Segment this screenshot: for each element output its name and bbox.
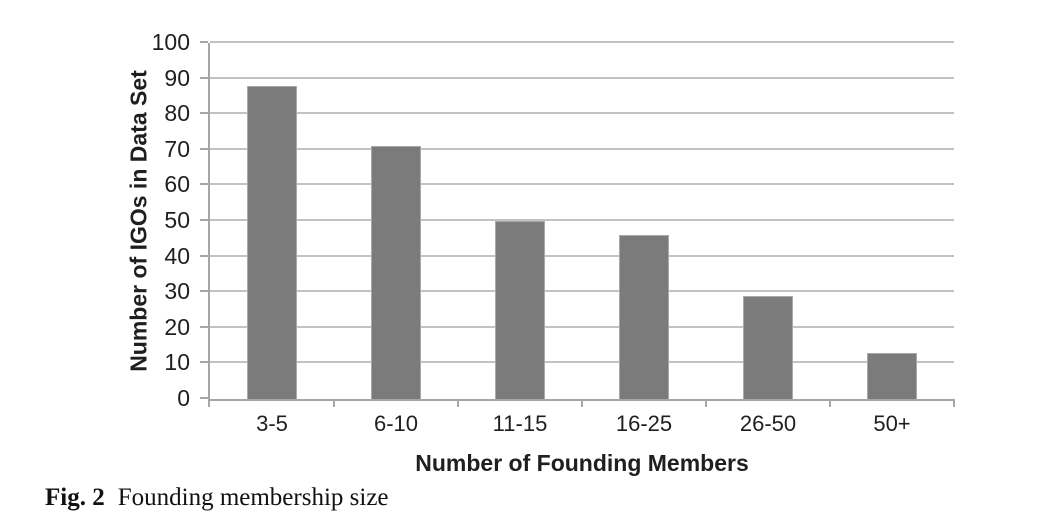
bar-50+: [867, 352, 917, 399]
y-tick-label-30: 30: [164, 278, 190, 305]
x-tick-label-50+: 50+: [873, 411, 911, 436]
bar-16-25: [619, 235, 669, 399]
bar-6-10: [371, 146, 421, 399]
gridline-y-50: [210, 219, 954, 221]
gridline-y-60: [210, 183, 954, 186]
x-tick-label-16-25: 16-25: [615, 411, 673, 436]
y-tick-mark-60: [200, 183, 208, 186]
x-tick-label-6-10: 6-10: [373, 411, 419, 436]
x-tick-label-3-5: 3-5: [256, 411, 288, 436]
gridline-y-10: [210, 361, 954, 364]
x-tick-mark-6: [953, 399, 955, 407]
gridline-y-40: [210, 254, 954, 257]
y-tick-label-10: 10: [164, 349, 190, 376]
y-tick-mark-100: [200, 41, 208, 43]
gridline-y-30: [210, 290, 954, 293]
y-tick-mark-50: [200, 219, 208, 221]
gridline-y-80: [210, 112, 954, 115]
bar-26-50: [743, 295, 793, 399]
y-tick-label-90: 90: [164, 64, 190, 91]
x-tick-mark-0: [208, 399, 210, 407]
x-tick-mark-2: [457, 399, 459, 407]
x-tick-label-26-50: 26-50: [739, 411, 797, 436]
y-axis-line: [208, 43, 210, 399]
x-tick-label-11-15: 11-15: [492, 411, 548, 436]
caption-label: Fig. 2: [45, 484, 105, 511]
y-tick-label-50: 50: [164, 207, 190, 233]
bar-chart: Number of IGOs in Data Set Number of Fou…: [126, 29, 955, 476]
y-tick-mark-0: [200, 397, 208, 399]
gridline-y-100: [210, 41, 954, 43]
y-tick-label-100: 100: [151, 29, 190, 55]
y-tick-mark-80: [200, 112, 208, 115]
y-tick-mark-70: [200, 147, 208, 150]
x-tick-mark-1: [333, 399, 335, 407]
x-axis-title: Number of Founding Members: [415, 450, 749, 476]
caption-text: Founding membership size: [117, 484, 389, 511]
y-tick-label-60: 60: [164, 171, 190, 198]
y-tick-mark-30: [200, 290, 208, 293]
gridline-y-90: [210, 76, 954, 79]
x-tick-mark-3: [581, 399, 583, 407]
gridline-y-70: [210, 147, 954, 150]
figure-caption: Fig. 2 Founding membership size: [45, 484, 389, 512]
y-tick-label-70: 70: [164, 135, 190, 162]
y-tick-label-40: 40: [164, 242, 190, 269]
y-tick-mark-20: [200, 325, 208, 328]
plot-area: [200, 41, 955, 407]
y-tick-label-0: 0: [177, 385, 190, 411]
bar-3-5: [247, 85, 297, 399]
x-tick-mark-5: [829, 399, 831, 407]
y-tick-mark-40: [200, 254, 208, 257]
y-tick-mark-90: [200, 76, 208, 79]
y-tick-label-20: 20: [164, 313, 190, 340]
gridline-y-20: [210, 325, 954, 328]
bar-11-15: [495, 221, 545, 399]
x-tick-mark-4: [705, 399, 707, 407]
y-tick-label-80: 80: [164, 100, 190, 127]
y-tick-mark-10: [200, 361, 208, 364]
